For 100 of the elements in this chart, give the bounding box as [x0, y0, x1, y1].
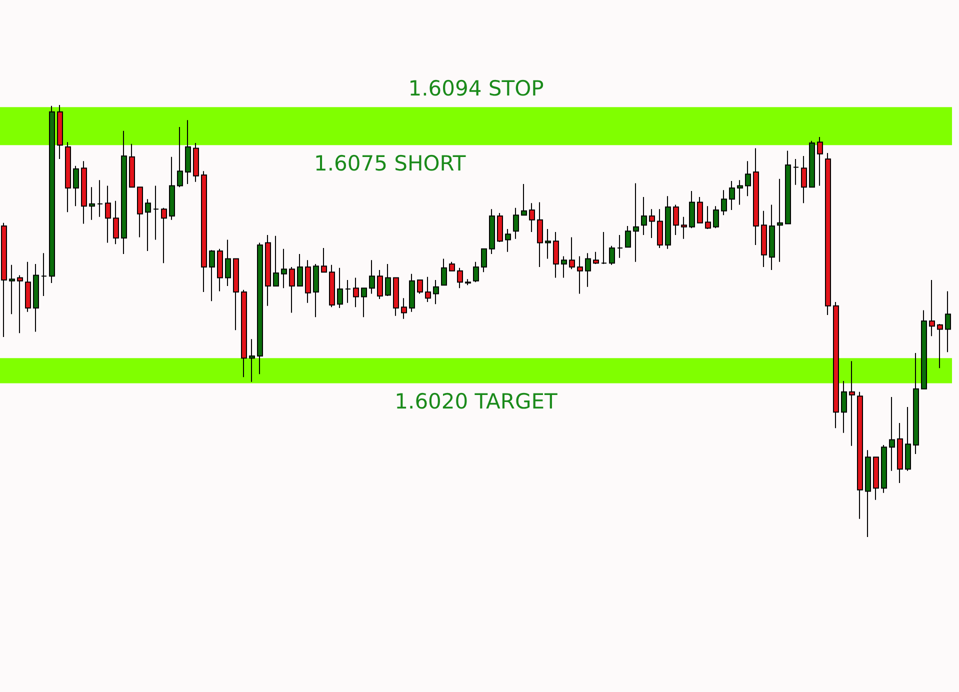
candlestick	[137, 186, 143, 238]
candlestick	[57, 104, 63, 160]
candlestick	[193, 142, 199, 182]
candlestick	[481, 248, 487, 273]
candlestick	[49, 105, 55, 284]
annotation: 1.6075 SHORT	[314, 152, 466, 176]
candlestick	[465, 278, 471, 286]
candlestick	[265, 234, 271, 306]
candlestick	[721, 190, 727, 216]
candlestick	[777, 178, 783, 262]
candlestick	[697, 196, 703, 224]
candlestick	[145, 198, 151, 252]
candlestick	[17, 274, 23, 334]
candlestick	[561, 256, 567, 278]
candlestick	[305, 260, 311, 304]
candlestick	[441, 258, 447, 286]
candlestick	[833, 301, 839, 429]
candlestick	[497, 212, 503, 242]
candlestick	[65, 142, 71, 213]
candlestick	[665, 196, 671, 250]
candlestick	[233, 258, 239, 331]
candlestick	[705, 206, 711, 230]
candlestick	[921, 310, 927, 390]
candlestick	[9, 264, 15, 315]
candlestick	[345, 279, 351, 304]
candlestick	[785, 150, 791, 224]
candlestick	[113, 200, 119, 245]
candlestick	[761, 210, 767, 268]
candlestick	[377, 270, 383, 300]
candlestick	[121, 130, 127, 255]
candlestick	[281, 248, 287, 289]
candlestick	[545, 228, 551, 260]
candlestick	[817, 136, 823, 186]
candlestick	[657, 208, 663, 248]
candlestick	[625, 225, 631, 248]
candlestick	[537, 202, 543, 268]
candlestick	[569, 236, 575, 270]
candlestick	[689, 190, 695, 229]
candlestick	[881, 444, 887, 494]
candlestick	[89, 186, 95, 220]
candlestick	[1, 222, 7, 338]
candlestick	[273, 235, 279, 287]
candlestick	[385, 263, 391, 296]
candlestick	[825, 152, 831, 316]
candlestick	[321, 247, 327, 273]
candlestick	[673, 204, 679, 236]
candlestick	[361, 288, 367, 318]
candlestick	[577, 256, 583, 294]
candlestick	[801, 155, 807, 204]
candlestick	[553, 232, 559, 278]
candlestick	[337, 267, 343, 309]
candlestick	[153, 185, 159, 240]
candlestick	[449, 261, 455, 272]
candlestick	[513, 207, 519, 240]
candlestick	[593, 251, 599, 264]
candlestick	[417, 279, 423, 294]
candlestick	[97, 180, 103, 218]
candlestick	[185, 120, 191, 185]
candlestick	[25, 261, 31, 312]
candlestick	[841, 380, 847, 434]
candlestick	[289, 266, 295, 314]
candlestick	[745, 160, 751, 197]
candlestick	[585, 252, 591, 288]
candlestick	[809, 140, 815, 188]
candlestick	[873, 456, 879, 500]
candlestick	[409, 273, 415, 312]
candlestick	[681, 216, 687, 240]
candlestick	[505, 228, 511, 252]
candlestick	[633, 182, 639, 262]
candlestick	[313, 263, 319, 318]
candlestick	[737, 180, 743, 206]
candlestick	[769, 204, 775, 271]
candlestick	[369, 260, 375, 294]
candlestick	[401, 298, 407, 320]
candlestick	[913, 352, 919, 455]
candlestick	[905, 406, 911, 472]
candlestick	[641, 196, 647, 236]
candlestick	[297, 254, 303, 287]
candlestick	[241, 289, 247, 378]
candlestick	[929, 279, 935, 337]
candlestick	[177, 126, 183, 188]
candlestick	[793, 158, 799, 186]
candlestick	[169, 156, 175, 220]
candlestick	[889, 396, 895, 472]
candlestick	[937, 324, 943, 369]
candlestick	[393, 277, 399, 316]
candlestick	[257, 242, 263, 375]
candlestick	[729, 180, 735, 210]
candlestick	[713, 206, 719, 229]
candlestick	[353, 277, 359, 308]
candlestick	[617, 234, 623, 258]
candlestick	[33, 263, 39, 332]
candlestick	[129, 143, 135, 188]
candlestick	[457, 267, 463, 289]
candlestick	[945, 290, 951, 353]
candlestick	[329, 264, 335, 308]
candlestick	[753, 148, 759, 246]
candlestick	[857, 391, 863, 520]
candlestick	[249, 338, 255, 382]
band-label: 1.6094 STOP	[408, 76, 544, 101]
